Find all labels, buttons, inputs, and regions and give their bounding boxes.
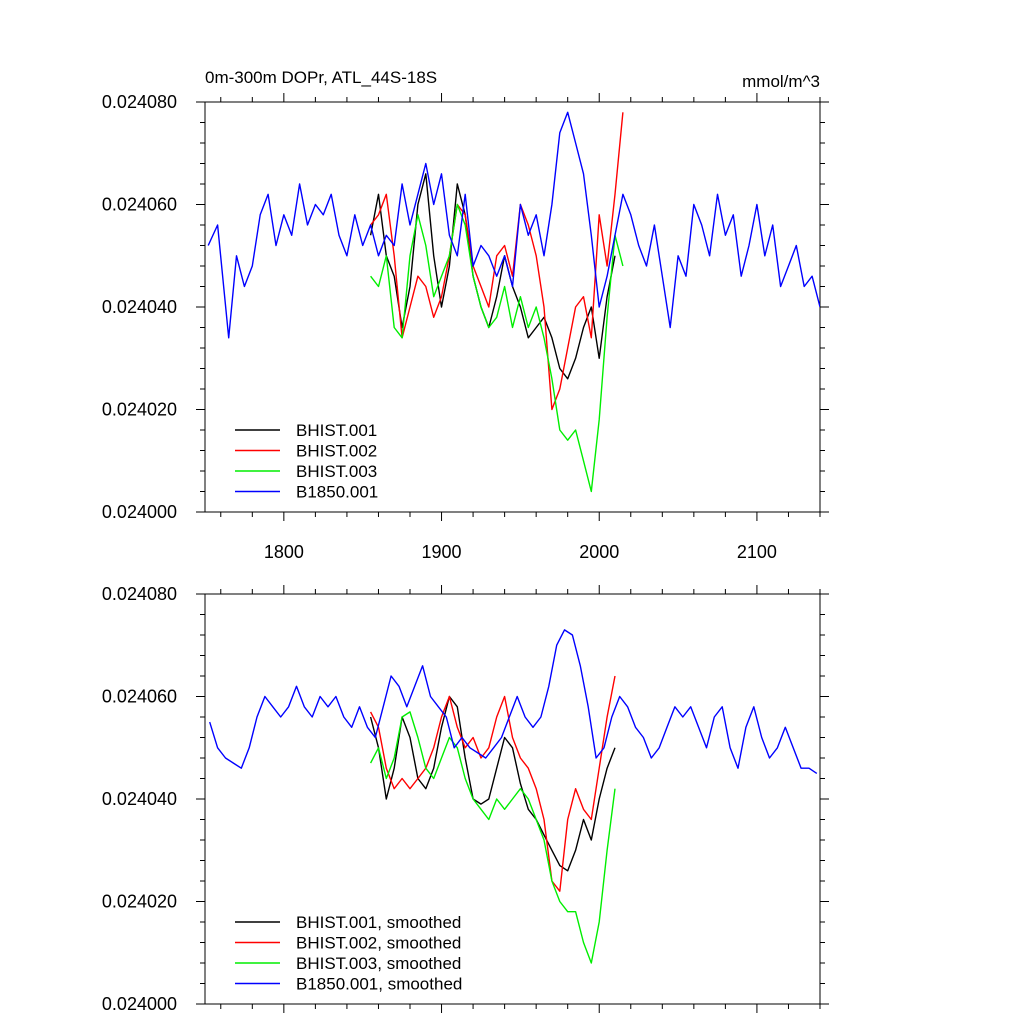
bottom-ytick-label: 0.024020 <box>102 892 177 912</box>
top-xtick-label: 2000 <box>579 542 619 562</box>
top-xtick-label: 1800 <box>264 542 304 562</box>
top-legend-label: BHIST.003 <box>296 462 377 481</box>
bottom-series-line-4 <box>209 629 818 774</box>
top-ytick-label: 0.024080 <box>102 92 177 112</box>
top-title: 0m-300m DOPr, ATL_44S-18S <box>205 68 437 87</box>
bottom-ytick-label: 0.024000 <box>102 994 177 1014</box>
bottom-legend-label: BHIST.002, smoothed <box>296 934 461 953</box>
bottom-panel: 0.024000 0.024020 0.024040 0.024060 0.024080… <box>102 584 829 1014</box>
top-xtick-label: 2100 <box>737 542 777 562</box>
top-panel: 0m-300m DOPr, ATL_44S-18S mmol/m^3 0.024… <box>102 68 829 562</box>
bottom-series-line-1 <box>369 695 616 872</box>
top-xtick-label: 1900 <box>422 542 462 562</box>
top-units: mmol/m^3 <box>742 72 820 91</box>
top-ytick-label: 0.024020 <box>102 400 177 420</box>
top-ytick-label: 0.024040 <box>102 297 177 317</box>
top-legend-label: BHIST.001 <box>296 421 377 440</box>
top-series-line-2 <box>370 112 624 411</box>
top-ytick-label: 0.024000 <box>102 502 177 522</box>
top-series-line-3 <box>370 203 624 493</box>
bottom-ytick-label: 0.024060 <box>102 687 177 707</box>
top-ytick-label: 0.024060 <box>102 195 177 215</box>
bottom-series-line-3 <box>369 711 616 964</box>
top-legend-label: BHIST.002 <box>296 442 377 461</box>
bottom-ytick-label: 0.024080 <box>102 584 177 604</box>
bottom-ytick-label: 0.024040 <box>102 789 177 809</box>
bottom-legend-label: B1850.001, smoothed <box>296 975 462 994</box>
top-series-line-4 <box>207 111 820 339</box>
bottom-series-line-2 <box>369 675 616 892</box>
bottom-legend-label: BHIST.001, smoothed <box>296 913 461 932</box>
top-series-line-1 <box>369 173 616 380</box>
bottom-legend-label: BHIST.003, smoothed <box>296 954 461 973</box>
top-legend-label: B1850.001 <box>296 483 378 502</box>
